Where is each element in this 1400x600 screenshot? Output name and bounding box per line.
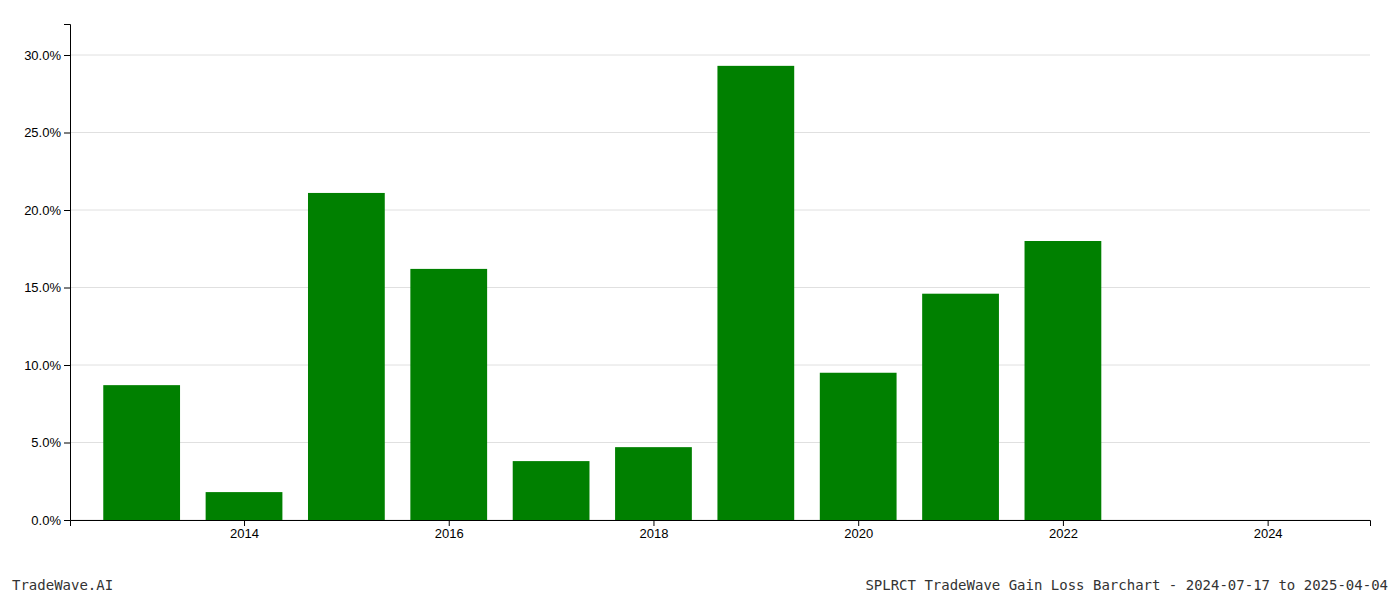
bars	[103, 66, 1101, 520]
tick-label: 2024	[1254, 526, 1283, 541]
grid-line	[70, 55, 1370, 56]
bar	[308, 193, 385, 520]
bar	[922, 294, 999, 520]
tick-label: 0.0%	[31, 513, 61, 528]
tick: 30.0%	[24, 48, 70, 63]
bar	[1127, 520, 1204, 521]
bar	[820, 373, 897, 520]
axis-line	[64, 25, 71, 521]
tick-mark	[1063, 520, 1064, 526]
tick: 0.0%	[31, 513, 70, 528]
tick-label: 30.0%	[24, 48, 61, 63]
tick-label: 5.0%	[31, 435, 61, 450]
plot: 2014 2016 2018 2020 2022 2024 0.0% 5.0% 10.0% 15.…	[24, 25, 1370, 542]
tick-label: 2014	[230, 526, 259, 541]
tick-mark	[64, 365, 70, 366]
bar	[513, 461, 590, 520]
tick: 2014	[230, 520, 259, 541]
tick: 15.0%	[24, 280, 70, 295]
tick-mark	[1268, 520, 1269, 526]
tick-mark	[858, 520, 859, 526]
bar	[103, 385, 180, 520]
tick: 2020	[844, 520, 873, 541]
tick-label: 10.0%	[24, 358, 61, 373]
footer: TradeWave.AI SPLRCT TradeWave Gain Loss B…	[12, 577, 1388, 593]
tick: 20.0%	[24, 203, 70, 218]
tick-mark	[653, 520, 654, 526]
tick-mark	[64, 133, 70, 134]
tick: 2016	[435, 520, 464, 541]
bar	[1025, 241, 1102, 520]
bar	[410, 269, 487, 520]
tick-mark	[64, 210, 70, 211]
x-axis: 2014 2016 2018 2020 2022 2024	[71, 520, 1371, 541]
axis-line	[71, 521, 1371, 527]
tick-label: 20.0%	[24, 203, 61, 218]
tick-mark	[64, 520, 70, 521]
tick: 5.0%	[31, 435, 70, 450]
tick-label: 25.0%	[24, 125, 61, 140]
tick: 2022	[1049, 520, 1078, 541]
tick-label: 2016	[435, 526, 464, 541]
tick: 10.0%	[24, 358, 70, 373]
tick: 25.0%	[24, 125, 70, 140]
tick: 2024	[1254, 520, 1283, 541]
annotation: SPLRCT TradeWave Gain Loss Barchart - 20…	[865, 577, 1388, 593]
tick-label: 15.0%	[24, 280, 61, 295]
tick-mark	[449, 520, 450, 526]
tick: 2018	[640, 520, 669, 541]
chart: 2014 2016 2018 2020 2022 2024 0.0% 5.0% 10.0% 15.…	[0, 0, 1400, 600]
bar	[615, 447, 692, 520]
tick-label: 2018	[640, 526, 669, 541]
tick-mark	[64, 55, 70, 56]
bar	[206, 492, 283, 520]
tick-label: 2022	[1049, 526, 1078, 541]
y-axis: 0.0% 5.0% 10.0% 15.0% 20.0% 25.0% 30.0%	[24, 25, 70, 528]
grid	[70, 55, 1370, 520]
tick-mark	[64, 288, 70, 289]
tick-mark	[244, 520, 245, 526]
annotation: TradeWave.AI	[12, 577, 113, 593]
bar	[717, 66, 794, 520]
tick-mark	[64, 443, 70, 444]
tick-label: 2020	[844, 526, 873, 541]
